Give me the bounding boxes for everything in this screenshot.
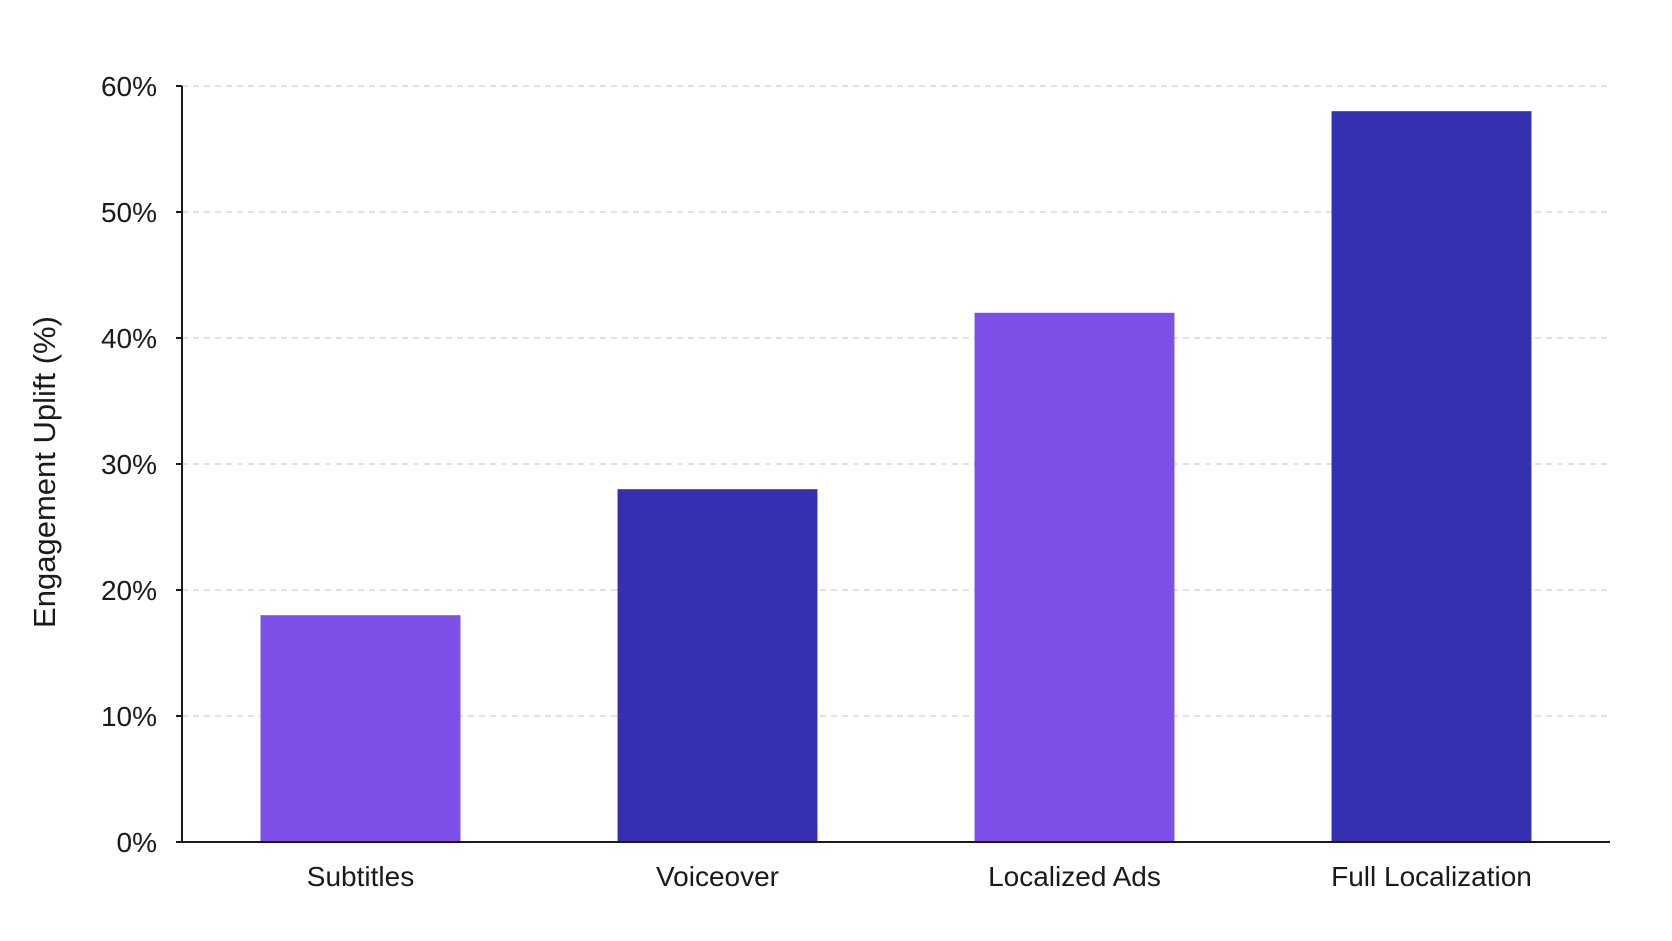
bar-full-localization: [1331, 111, 1532, 842]
x-tick-label: Voiceover: [656, 861, 779, 892]
x-tick-label: Subtitles: [307, 861, 414, 892]
bar-localized-ads: [974, 312, 1175, 842]
y-tick-label: 0%: [117, 827, 157, 858]
bars: [260, 111, 1532, 842]
x-tick-label: Localized Ads: [988, 861, 1161, 892]
y-tick-label: 10%: [101, 701, 157, 732]
y-tick-label: 40%: [101, 323, 157, 354]
bar-subtitles: [260, 615, 461, 842]
y-tick-label: 20%: [101, 575, 157, 606]
x-tick-labels: Subtitles Voiceover Localized Ads Full Loca…: [307, 861, 1532, 892]
bar-voiceover: [617, 489, 818, 842]
y-tick-label: 50%: [101, 197, 157, 228]
y-tick-label: 60%: [101, 71, 157, 102]
y-tick-labels: 0% 10% 20% 30% 40% 50% 60%: [101, 71, 182, 858]
y-tick-label: 30%: [101, 449, 157, 480]
y-axis-title: Engagement Uplift (%): [27, 316, 62, 628]
x-tick-label: Full Localization: [1331, 861, 1532, 892]
